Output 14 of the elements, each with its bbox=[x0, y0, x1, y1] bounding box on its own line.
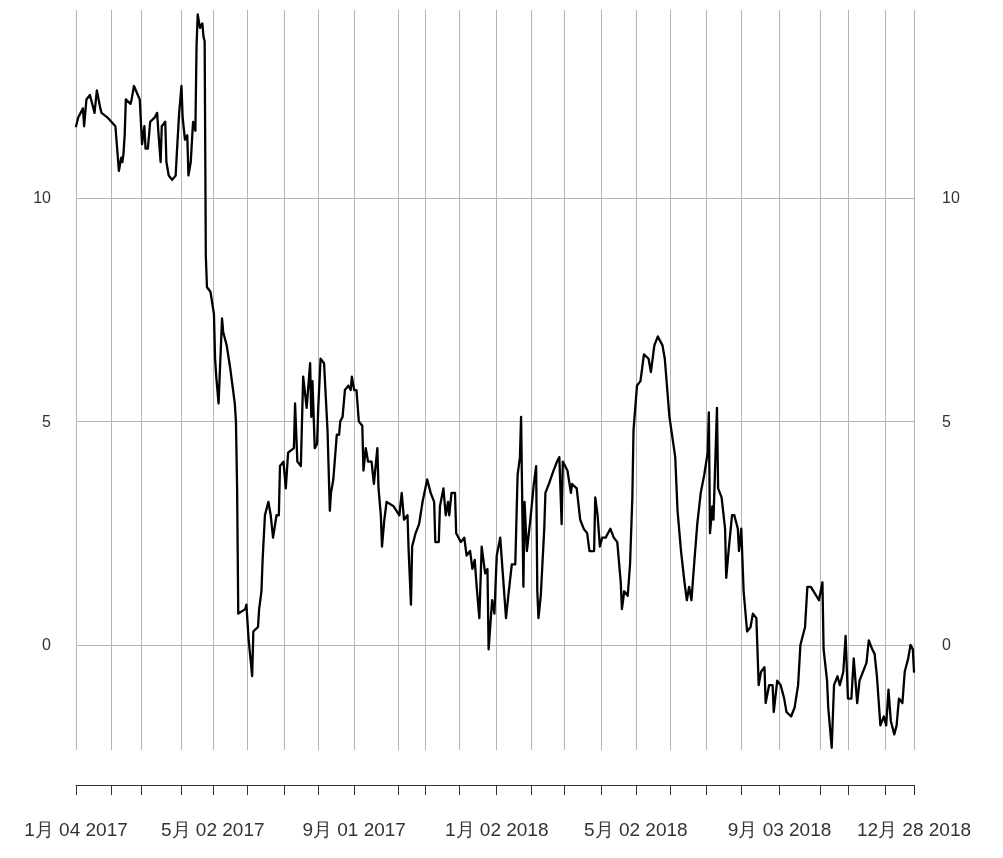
y-tick-label: 0 bbox=[42, 636, 52, 654]
y-tick-label: 5 bbox=[42, 412, 52, 430]
y-tick-label: 10 bbox=[33, 189, 52, 207]
y2-tick-label: 5 bbox=[942, 412, 951, 430]
x-tick-label: 5月 02 2018 bbox=[584, 819, 688, 840]
x-tick-label: 9月 01 2017 bbox=[302, 819, 406, 840]
x-tick-label: 9月 03 2018 bbox=[727, 819, 832, 840]
y2-tick-label: 0 bbox=[942, 636, 951, 654]
y2-tick-label: 10 bbox=[942, 189, 960, 207]
x-tick-label: 5月 02 2017 bbox=[161, 819, 265, 840]
x-tick-label: 1月 02 2018 bbox=[444, 819, 549, 840]
line-series bbox=[74, 13, 916, 749]
x-tick-label: 1月 04 2017 bbox=[24, 819, 128, 840]
x-tick-label: 12月 28 2018 bbox=[856, 819, 972, 840]
